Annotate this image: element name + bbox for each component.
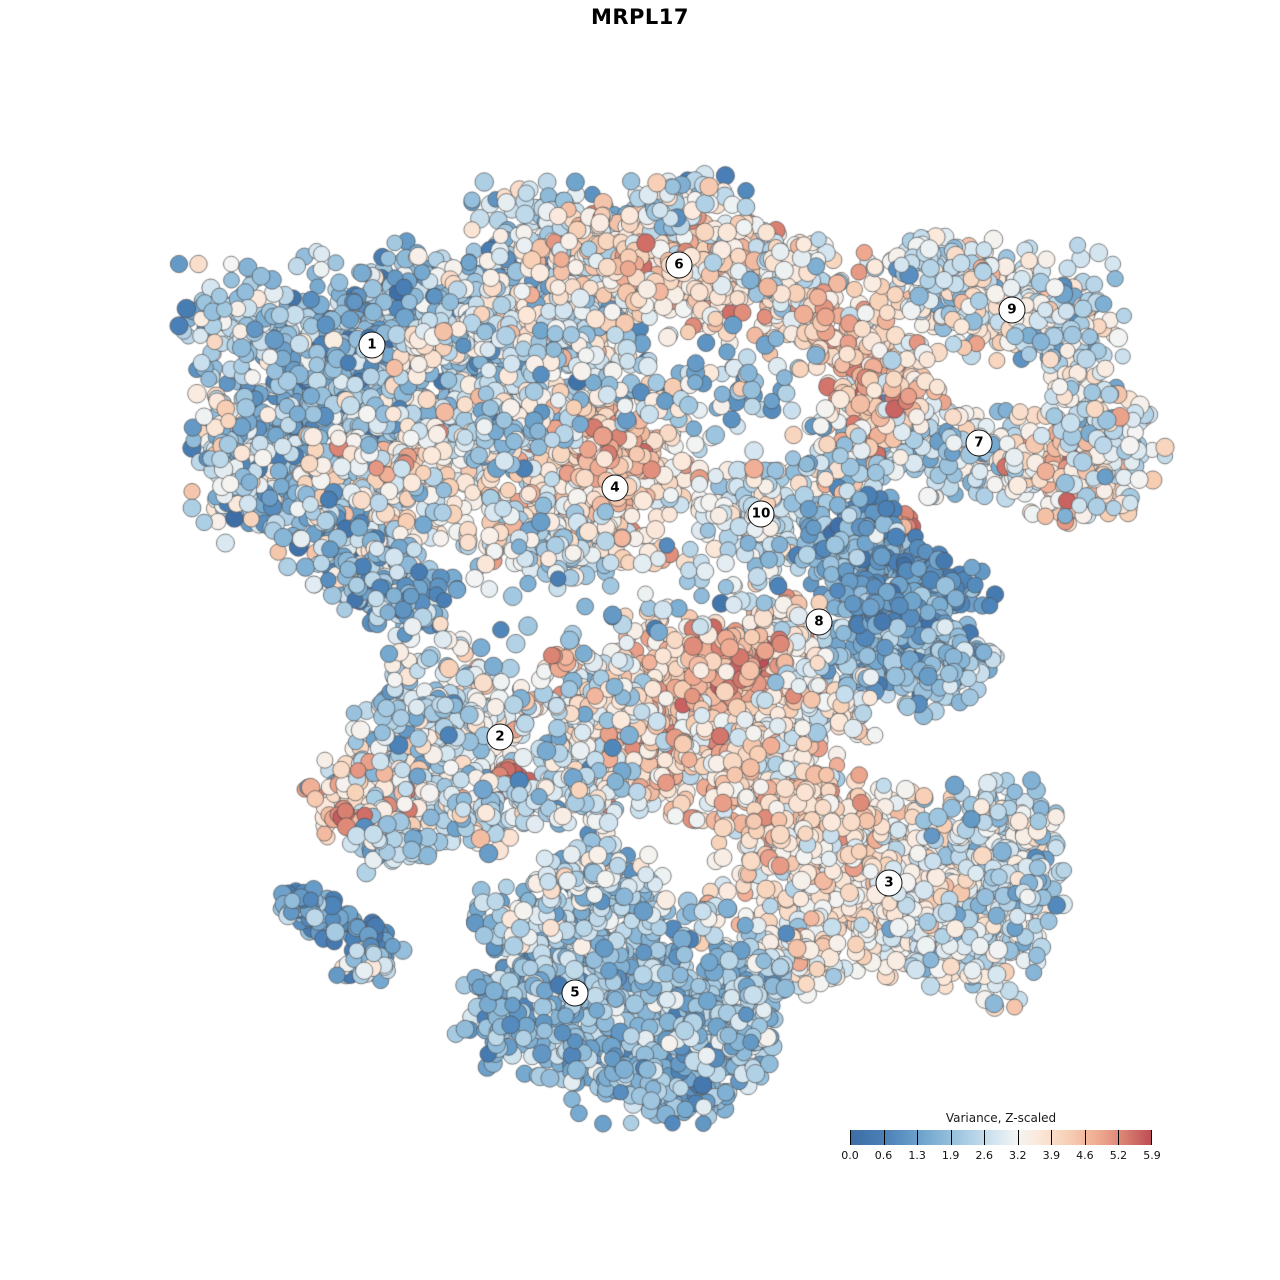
legend-title: Variance, Z-scaled [945, 1111, 1057, 1125]
colorbar-tick-label: 1.9 [941, 1149, 960, 1162]
colorbar-tick [1084, 1130, 1086, 1145]
colorbar-tick [850, 1130, 851, 1145]
colorbar-legend: Variance, Z-scaled 0.0 0.6 1.3 1.9 2.6 3.2 3.9… [841, 1111, 1161, 1162]
colorbar-tick-label: 0.0 [841, 1149, 859, 1162]
colorbar-tick-label: 4.6 [1076, 1149, 1094, 1162]
cluster-label-8: 8 [805, 608, 833, 636]
cluster-label-6: 6 [665, 251, 693, 279]
colorbar-tick [1051, 1130, 1053, 1145]
cluster-label-4: 4 [601, 474, 629, 502]
cluster-label-10: 10 [747, 500, 775, 528]
colorbar-tick-label: 1.3 [908, 1149, 926, 1162]
cluster-label-2: 2 [486, 723, 514, 751]
cluster-label-3: 3 [875, 869, 903, 897]
cluster-label-9: 9 [998, 296, 1026, 324]
colorbar-tick-labels: 0.0 0.6 1.3 1.9 2.6 3.2 3.9 4.6 5.2 5.9 [841, 1149, 1161, 1162]
colorbar-tick [1118, 1130, 1120, 1145]
colorbar-tick [1151, 1130, 1152, 1145]
colorbar-tick-label: 3.2 [1009, 1149, 1027, 1162]
colorbar-gradient [850, 1130, 1152, 1145]
colorbar-tick-label: 5.9 [1143, 1149, 1161, 1162]
colorbar-tick [883, 1130, 885, 1145]
colorbar-tick [917, 1130, 919, 1145]
colorbar-tick [984, 1130, 986, 1145]
colorbar-tick-label: 5.2 [1109, 1149, 1128, 1162]
colorbar-tick-label: 3.9 [1042, 1149, 1061, 1162]
cluster-label-5: 5 [561, 979, 589, 1007]
cluster-label-7: 7 [965, 429, 993, 457]
colorbar-tick-label: 2.6 [975, 1149, 993, 1162]
cluster-label-1: 1 [358, 331, 386, 359]
colorbar-tick [1017, 1130, 1019, 1145]
colorbar-tick [950, 1130, 952, 1145]
colorbar-tick-label: 0.6 [874, 1149, 893, 1162]
